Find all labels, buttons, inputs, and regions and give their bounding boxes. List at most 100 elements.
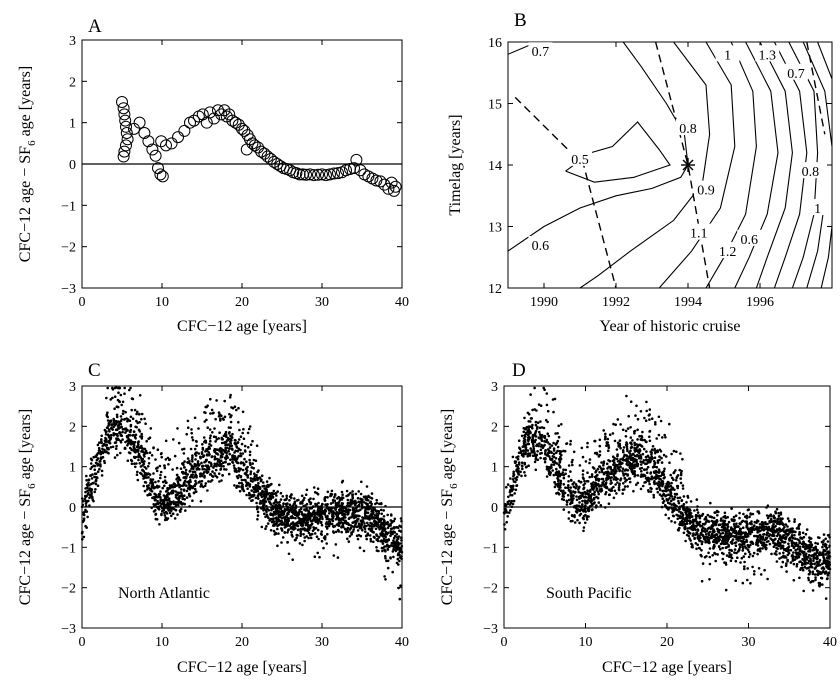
data-dot [793, 533, 796, 537]
data-dot [116, 398, 120, 402]
data-dot [203, 468, 206, 471]
data-dot [364, 502, 368, 505]
data-dot [763, 568, 766, 572]
data-dot [818, 560, 821, 564]
y-tick-label-c: −2 [61, 582, 76, 597]
data-dot [323, 498, 327, 501]
data-dot [233, 466, 236, 470]
data-dot [553, 397, 557, 401]
data-dot [825, 556, 829, 560]
data-dot [725, 523, 728, 526]
data-dot [302, 504, 305, 508]
contour-label-bg [528, 42, 553, 59]
data-dot [101, 455, 105, 459]
data-dot [345, 522, 348, 525]
data-dot [113, 424, 116, 427]
data-dot [727, 543, 730, 547]
data-dot [386, 559, 390, 563]
data-dot [661, 493, 665, 497]
data-dot [399, 517, 403, 520]
data-dot [678, 516, 682, 520]
data-dot [261, 493, 264, 496]
data-dot [147, 437, 150, 441]
data-dot [575, 498, 579, 502]
data-dot [749, 543, 752, 547]
data-dot [295, 514, 299, 518]
data-dot [701, 562, 705, 565]
points-c [80, 386, 404, 601]
data-dot [207, 480, 210, 483]
data-dot [346, 537, 349, 541]
data-dot [274, 499, 277, 503]
data-dot [605, 462, 609, 466]
data-dot [185, 475, 188, 478]
data-dot [814, 576, 817, 579]
data-dot [255, 505, 259, 509]
y-tick-label-d: 2 [491, 420, 498, 435]
data-dot [656, 490, 660, 494]
data-dot [387, 531, 390, 535]
data-dot [229, 440, 232, 443]
data-dot [529, 447, 532, 450]
data-dot [711, 554, 714, 557]
data-dot [723, 511, 727, 515]
data-dot [689, 512, 693, 515]
data-dot [391, 544, 394, 548]
data-dot [272, 506, 275, 510]
data-dot [121, 430, 124, 434]
data-dot [159, 496, 162, 499]
data-dot [359, 492, 363, 496]
data-dot [577, 508, 581, 512]
data-dot [538, 430, 541, 434]
data-dot [335, 511, 339, 514]
data-dot [99, 459, 102, 463]
data-dot [292, 508, 295, 512]
data-dot [828, 544, 831, 548]
data-dot [386, 540, 389, 543]
data-dot [122, 409, 125, 413]
data-dot [633, 441, 636, 445]
data-dot [352, 528, 356, 531]
data-point [156, 170, 169, 183]
data-dot [819, 576, 823, 580]
data-dot [268, 519, 272, 522]
data-point [370, 174, 383, 187]
data-dot [199, 455, 202, 459]
data-dot [764, 547, 768, 551]
data-dot [356, 537, 360, 541]
data-dot [286, 511, 290, 515]
data-dot [190, 428, 193, 431]
data-dot [247, 427, 251, 431]
data-dot [505, 511, 509, 514]
data-dot [369, 515, 372, 518]
data-dot [534, 429, 538, 433]
data-dot [114, 428, 118, 432]
data-dot [346, 526, 350, 530]
data-dot [195, 440, 198, 443]
data-dot [633, 450, 637, 453]
data-dot [739, 561, 742, 564]
data-dot [392, 555, 395, 559]
data-dot [503, 523, 506, 526]
data-dot [629, 441, 633, 445]
data-dot [354, 502, 357, 506]
data-dot [348, 535, 352, 538]
data-dot [159, 452, 163, 456]
data-dot [369, 517, 372, 520]
data-dot [203, 484, 207, 488]
data-dot [250, 466, 254, 469]
data-dot [682, 531, 686, 535]
contour-label-bg [686, 223, 711, 240]
data-dot [647, 458, 650, 462]
contour-label: 0.6 [740, 233, 758, 248]
data-dot [91, 473, 94, 476]
data-dot [209, 412, 212, 415]
data-dot [736, 550, 740, 553]
data-dot [512, 488, 515, 491]
data-dot [338, 499, 342, 502]
data-dot [248, 453, 252, 457]
data-dot [645, 468, 648, 471]
data-dot [766, 577, 769, 581]
data-dot [133, 408, 137, 412]
data-dot [628, 477, 632, 480]
